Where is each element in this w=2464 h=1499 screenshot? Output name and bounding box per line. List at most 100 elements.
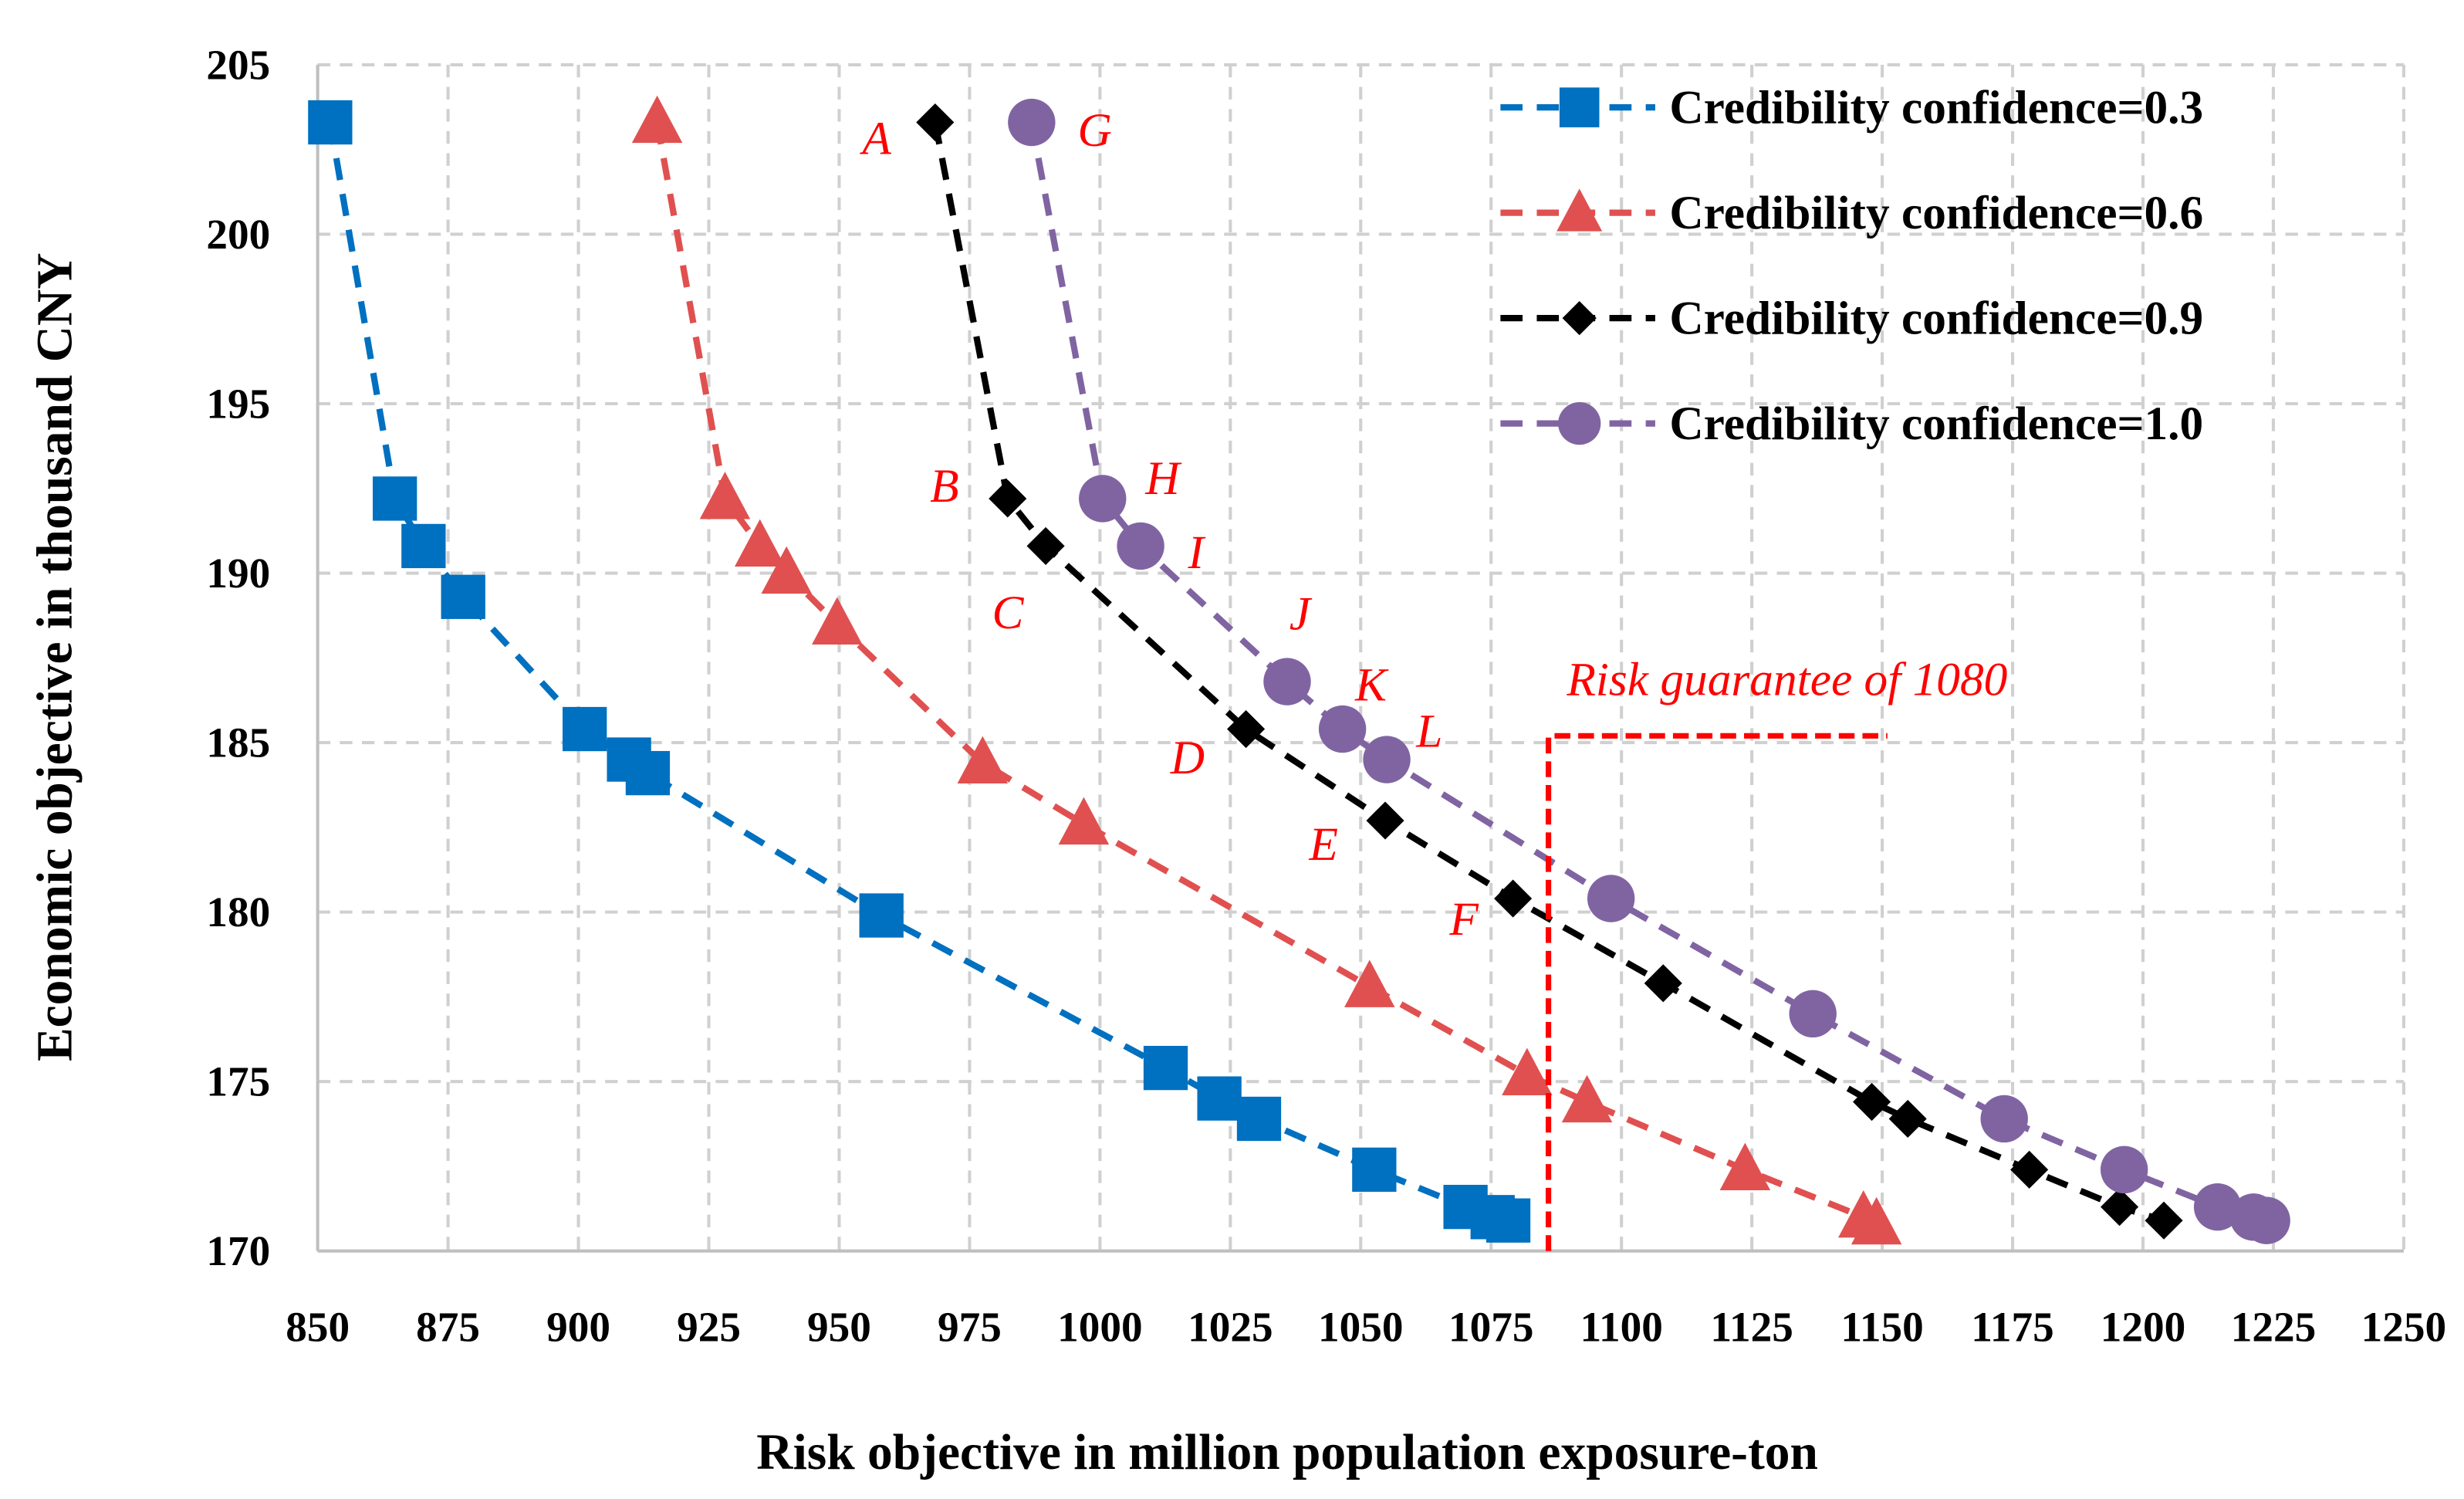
data-point-circle — [1008, 98, 1056, 147]
data-point-triangle — [1556, 188, 1603, 232]
legend-label: Credibility confidence=0.6 — [1669, 187, 2203, 239]
data-point-circle — [1117, 522, 1164, 570]
x-tick-label: 1150 — [1840, 1303, 1923, 1350]
series-2 — [916, 103, 2183, 1240]
legend-label: Credibility confidence=0.3 — [1669, 82, 2203, 134]
point-label: H — [1144, 452, 1182, 505]
point-label: J — [1289, 588, 1313, 641]
x-tick-label: 1050 — [1318, 1303, 1404, 1350]
data-point-circle — [1789, 990, 1837, 1038]
y-tick-label: 180 — [206, 888, 270, 936]
data-point-triangle — [1502, 1047, 1553, 1095]
x-tick-label: 1225 — [2231, 1303, 2317, 1350]
data-point-circle — [1980, 1095, 2028, 1143]
x-tick-label: 1200 — [2101, 1303, 2185, 1350]
series-line — [326, 121, 1509, 1224]
data-point-circle — [2100, 1145, 2148, 1194]
data-point-circle — [1363, 736, 1411, 783]
data-point-square — [1485, 1198, 1531, 1243]
x-tick-label: 1025 — [1188, 1303, 1273, 1350]
data-point-triangle — [761, 546, 812, 594]
point-label: C — [992, 587, 1025, 639]
data-point-triangle — [1851, 1196, 1902, 1245]
point-labels: A B C D E F G HI JKL — [859, 104, 1479, 946]
data-point-square — [1197, 1076, 1242, 1121]
data-point-diamond — [916, 103, 955, 142]
data-point-diamond — [989, 479, 1027, 518]
legend-item: Credibility confidence=1.0 — [1500, 398, 2203, 450]
grid — [317, 63, 2405, 1251]
series-0 — [308, 100, 1531, 1243]
y-tick-label: 170 — [206, 1227, 270, 1274]
x-tick-label: 850 — [286, 1303, 350, 1350]
x-axis-title: Risk objective in million population exp… — [756, 1425, 1818, 1480]
x-tick-label: 950 — [807, 1303, 871, 1350]
data-point-triangle — [1561, 1074, 1613, 1123]
data-point-diamond — [1227, 709, 1266, 749]
data-point-circle — [1558, 402, 1601, 445]
data-point-square — [563, 706, 607, 752]
risk-guarantee-annotation: Risk guarantee of 1080 — [1545, 653, 2007, 1251]
data-point-square — [1236, 1096, 1282, 1142]
x-tick-label: 875 — [416, 1303, 480, 1350]
data-point-square — [859, 893, 904, 938]
data-point-triangle — [1058, 797, 1110, 845]
y-tick-label: 185 — [206, 719, 270, 766]
data-point-diamond — [1562, 301, 1597, 336]
data-point-diamond — [1366, 801, 1404, 840]
y-tick-label: 205 — [206, 41, 270, 88]
data-point-triangle — [957, 736, 1009, 784]
point-label: K — [1354, 659, 1389, 712]
legend-item: Credibility confidence=0.9 — [1500, 293, 2203, 345]
data-point-square — [373, 476, 417, 521]
data-point-circle — [1318, 705, 1367, 753]
data-point-square — [625, 750, 671, 796]
x-tick-label: 1075 — [1448, 1303, 1534, 1350]
data-point-circle — [1587, 875, 1635, 922]
data-point-diamond — [1644, 964, 1682, 1003]
legend-item: Credibility confidence=0.6 — [1500, 187, 2203, 239]
series-3 — [1008, 98, 2290, 1244]
data-point-square — [441, 574, 485, 619]
series-group — [308, 95, 2290, 1245]
legend-label: Credibility confidence=0.9 — [1669, 293, 2203, 345]
y-tick-label: 175 — [206, 1058, 270, 1105]
point-label: F — [1448, 893, 1479, 946]
x-tick-label: 900 — [546, 1303, 610, 1350]
data-point-circle — [1079, 475, 1127, 523]
legend-label: Credibility confidence=1.0 — [1669, 398, 2203, 450]
risk-guarantee-line — [1545, 733, 1888, 1251]
data-point-diamond — [1853, 1082, 1891, 1122]
data-point-square — [308, 100, 353, 145]
point-label: A — [859, 112, 891, 164]
axes: 850 875 900 925 950 975 1000 1025 1050 1075 1100 11… — [206, 41, 2446, 1350]
data-point-circle — [2193, 1183, 2242, 1231]
legend: Credibility confidence=0.3 Credibility co… — [1500, 82, 2203, 450]
x-tick-label: 1125 — [1710, 1303, 1793, 1350]
risk-guarantee-label: Risk guarantee of 1080 — [1566, 653, 2007, 706]
x-tick-label: 1175 — [1971, 1303, 2053, 1350]
data-point-diamond — [2010, 1150, 2049, 1189]
data-point-circle — [2243, 1196, 2290, 1244]
data-point-diamond — [1494, 879, 1533, 918]
data-point-square — [1352, 1147, 1397, 1192]
data-point-diamond — [1026, 526, 1065, 565]
x-tick-label: 1250 — [2361, 1303, 2447, 1350]
data-point-triangle — [699, 472, 751, 519]
data-point-square — [1559, 87, 1600, 127]
y-tick-label: 195 — [206, 380, 270, 427]
x-tick-label: 925 — [677, 1303, 741, 1350]
data-point-diamond — [2101, 1188, 2139, 1227]
point-label: D — [1170, 732, 1205, 784]
x-tick-label: 1000 — [1057, 1303, 1143, 1350]
point-label: I — [1187, 526, 1205, 579]
point-label: B — [930, 460, 959, 513]
y-tick-label: 200 — [206, 211, 270, 258]
y-tick-label: 190 — [206, 550, 270, 597]
data-point-triangle — [735, 519, 786, 567]
series-1 — [631, 95, 1902, 1245]
data-point-triangle — [1344, 959, 1395, 1007]
data-point-square — [1143, 1045, 1188, 1091]
data-point-diamond — [2145, 1201, 2183, 1240]
